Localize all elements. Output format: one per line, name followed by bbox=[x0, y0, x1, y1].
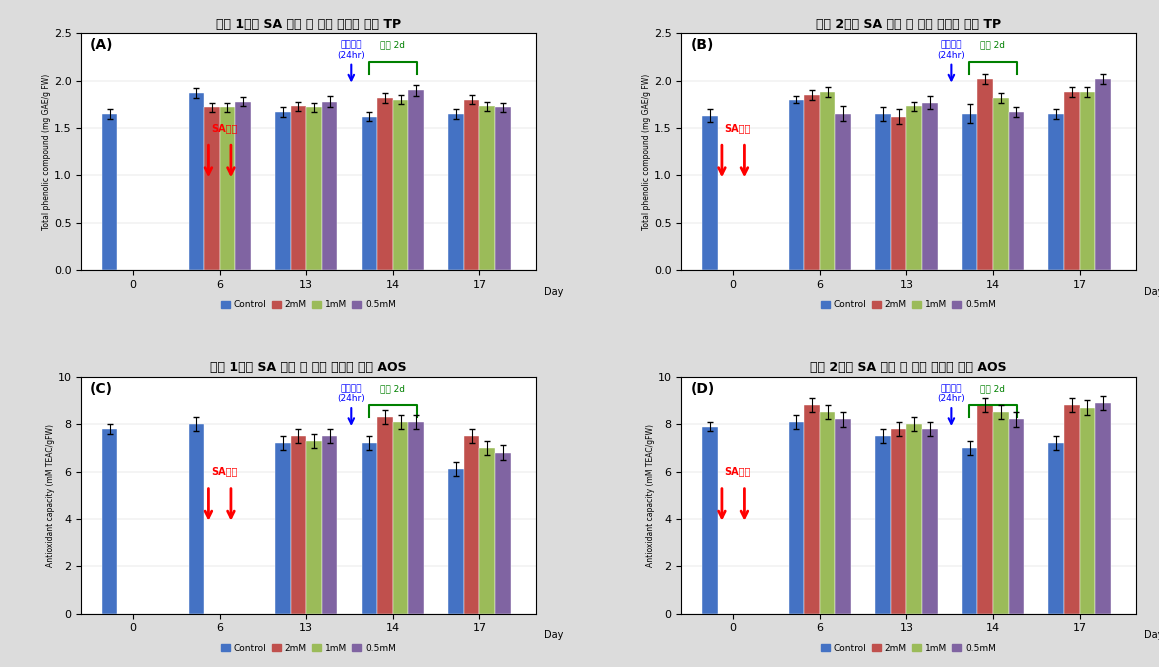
Text: (C): (C) bbox=[90, 382, 114, 396]
Bar bbox=[480, 448, 495, 614]
Bar bbox=[408, 90, 424, 270]
Bar bbox=[189, 424, 204, 614]
Bar bbox=[1064, 406, 1079, 614]
Text: Day: Day bbox=[545, 287, 563, 297]
Bar bbox=[875, 114, 891, 270]
Bar bbox=[291, 106, 306, 270]
Bar bbox=[378, 417, 393, 614]
Bar bbox=[819, 412, 836, 614]
Y-axis label: Total phenolic compound (mg GAE/g FW): Total phenolic compound (mg GAE/g FW) bbox=[42, 73, 51, 230]
Text: SA처리: SA처리 bbox=[211, 123, 238, 133]
Bar bbox=[804, 406, 819, 614]
Bar bbox=[702, 426, 717, 614]
Bar bbox=[962, 114, 977, 270]
Bar bbox=[275, 112, 291, 270]
Bar bbox=[449, 114, 464, 270]
Text: 회복 2d: 회복 2d bbox=[981, 41, 1006, 49]
Bar bbox=[102, 429, 117, 614]
Bar bbox=[189, 93, 204, 270]
Text: (D): (D) bbox=[691, 382, 715, 396]
Title: 정식 2주전 SA 처리 후 저온 처리에 따른 AOS: 정식 2주전 SA 처리 후 저온 처리에 따른 AOS bbox=[810, 362, 1007, 374]
Text: 회복 2d: 회복 2d bbox=[380, 384, 406, 393]
Text: 저온처리
(24hr): 저온처리 (24hr) bbox=[337, 384, 365, 404]
Text: 회복 2d: 회복 2d bbox=[380, 41, 406, 49]
Text: (B): (B) bbox=[691, 38, 714, 52]
Bar bbox=[449, 469, 464, 614]
Bar bbox=[962, 448, 977, 614]
Y-axis label: Total phenolic compound (mg GAE/g FW): Total phenolic compound (mg GAE/g FW) bbox=[642, 73, 651, 230]
Y-axis label: Antioxidant capacity (mM TEAC/gFW): Antioxidant capacity (mM TEAC/gFW) bbox=[45, 424, 54, 567]
Bar bbox=[1008, 420, 1025, 614]
Bar bbox=[362, 443, 378, 614]
Bar bbox=[291, 436, 306, 614]
Bar bbox=[1064, 92, 1079, 270]
Text: 저온처리
(24hr): 저온처리 (24hr) bbox=[337, 41, 365, 60]
Bar bbox=[480, 106, 495, 270]
Text: 회복 2d: 회복 2d bbox=[981, 384, 1006, 393]
Bar bbox=[1049, 114, 1064, 270]
Title: 정식 1주전 SA 처리 후 저온 처리에 따른 TP: 정식 1주전 SA 처리 후 저온 처리에 따른 TP bbox=[216, 18, 401, 31]
Bar bbox=[836, 420, 851, 614]
Bar bbox=[804, 95, 819, 270]
Bar bbox=[275, 443, 291, 614]
Bar bbox=[102, 114, 117, 270]
Bar bbox=[220, 107, 235, 270]
Bar bbox=[993, 98, 1008, 270]
Text: (A): (A) bbox=[90, 38, 114, 52]
Bar bbox=[1008, 112, 1025, 270]
Bar bbox=[235, 101, 250, 270]
Bar bbox=[891, 429, 906, 614]
Bar bbox=[393, 99, 408, 270]
Title: 정식 2주전 SA 처리 후 저온 처리에 따른 TP: 정식 2주전 SA 처리 후 저온 처리에 따른 TP bbox=[816, 18, 1001, 31]
Text: SA처리: SA처리 bbox=[724, 466, 751, 476]
Bar bbox=[306, 107, 322, 270]
Bar bbox=[977, 79, 993, 270]
Bar bbox=[836, 114, 851, 270]
Bar bbox=[921, 429, 938, 614]
Bar bbox=[1049, 443, 1064, 614]
Bar bbox=[464, 436, 480, 614]
Bar bbox=[819, 92, 836, 270]
Legend: Control, 2mM, 1mM, 0.5mM: Control, 2mM, 1mM, 0.5mM bbox=[817, 640, 999, 656]
Text: Day: Day bbox=[545, 630, 563, 640]
Bar bbox=[977, 406, 993, 614]
Y-axis label: Antioxidant capacity (mM TEAC/gFW): Antioxidant capacity (mM TEAC/gFW) bbox=[646, 424, 655, 567]
Bar bbox=[891, 117, 906, 270]
Bar bbox=[906, 106, 921, 270]
Text: Day: Day bbox=[1144, 630, 1159, 640]
Bar bbox=[1095, 403, 1110, 614]
Bar bbox=[306, 441, 322, 614]
Legend: Control, 2mM, 1mM, 0.5mM: Control, 2mM, 1mM, 0.5mM bbox=[817, 297, 999, 313]
Text: SA처리: SA처리 bbox=[724, 123, 751, 133]
Text: 저온처리
(24hr): 저온처리 (24hr) bbox=[938, 41, 965, 60]
Title: 정식 1주전 SA 처리 후 저온 처리에 따른 AOS: 정식 1주전 SA 처리 후 저온 처리에 따른 AOS bbox=[210, 362, 407, 374]
Bar bbox=[1079, 408, 1095, 614]
Bar bbox=[921, 103, 938, 270]
Bar bbox=[393, 422, 408, 614]
Text: 저온처리
(24hr): 저온처리 (24hr) bbox=[938, 384, 965, 404]
Bar bbox=[362, 117, 378, 270]
Bar bbox=[875, 436, 891, 614]
Bar bbox=[408, 422, 424, 614]
Bar bbox=[322, 101, 337, 270]
Text: SA처리: SA처리 bbox=[211, 466, 238, 476]
Text: Day: Day bbox=[1144, 287, 1159, 297]
Bar bbox=[788, 422, 804, 614]
Bar bbox=[322, 436, 337, 614]
Bar bbox=[1079, 92, 1095, 270]
Bar bbox=[1095, 79, 1110, 270]
Legend: Control, 2mM, 1mM, 0.5mM: Control, 2mM, 1mM, 0.5mM bbox=[218, 297, 400, 313]
Bar bbox=[464, 99, 480, 270]
Bar bbox=[993, 412, 1008, 614]
Bar bbox=[495, 453, 511, 614]
Bar bbox=[788, 99, 804, 270]
Bar bbox=[204, 107, 220, 270]
Bar bbox=[378, 98, 393, 270]
Bar bbox=[702, 116, 717, 270]
Bar bbox=[906, 424, 921, 614]
Legend: Control, 2mM, 1mM, 0.5mM: Control, 2mM, 1mM, 0.5mM bbox=[218, 640, 400, 656]
Bar bbox=[495, 107, 511, 270]
